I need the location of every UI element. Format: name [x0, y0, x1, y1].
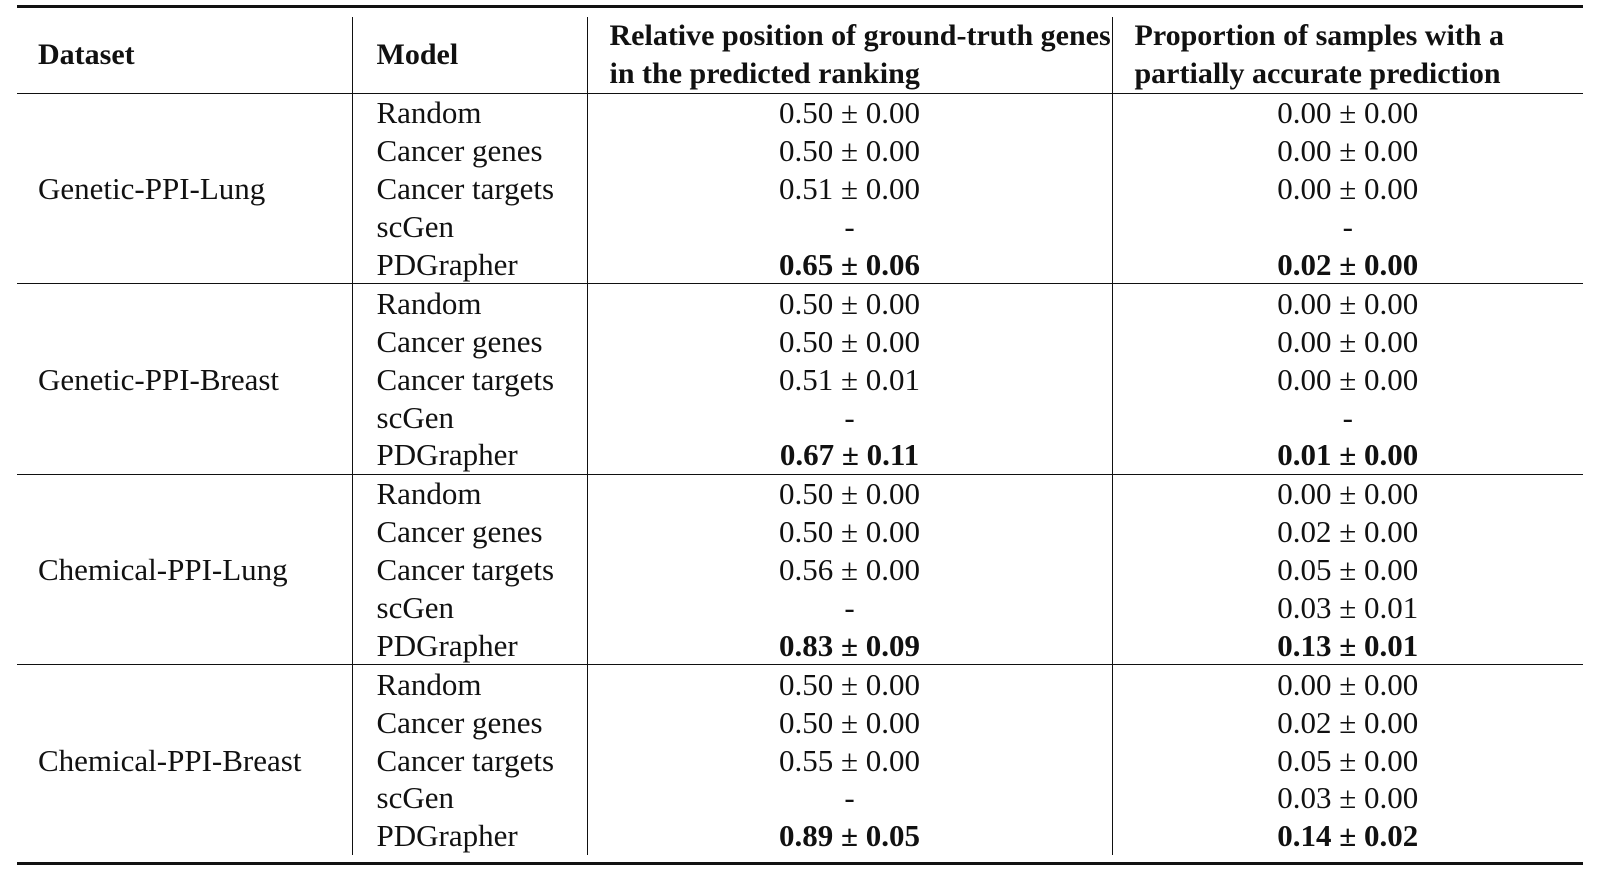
proportion-cell: 0.02 ± 0.00	[1111, 245, 1583, 285]
proportion-cell: 0.05 ± 0.00	[1111, 550, 1583, 589]
relative-position-cell: 0.83 ± 0.09	[586, 626, 1112, 666]
relative-position-cell: 0.50 ± 0.00	[586, 131, 1112, 170]
table-row: PDGrapher 0.83 ± 0.09 0.13 ± 0.01	[17, 626, 1583, 666]
relative-position-cell: 0.50 ± 0.00	[586, 664, 1112, 704]
header-relative-position: Relative position of ground-truth genes …	[586, 17, 1112, 94]
table-row: scGen - -	[17, 207, 1583, 246]
model-cell: Random	[351, 93, 587, 132]
dataset-cell: Chemical-PPI-Breast	[38, 742, 302, 778]
proportion-cell: 0.05 ± 0.00	[1111, 741, 1583, 780]
proportion-cell: 0.02 ± 0.00	[1111, 512, 1583, 551]
table-row: Genetic-PPI-Breast Random 0.50 ± 0.00 0.00 …	[17, 283, 1583, 475]
table-bottom-rule	[17, 862, 1583, 865]
table-body: Genetic-PPI-Lung Random 0.50 ± 0.00 0.00 ± …	[17, 93, 1583, 855]
relative-position-cell: 0.51 ± 0.00	[586, 169, 1112, 208]
proportion-cell: 0.00 ± 0.00	[1111, 169, 1583, 208]
proportion-cell: 0.01 ± 0.00	[1111, 436, 1583, 475]
table-row: scGen -0.03 ± 0.00	[17, 779, 1583, 817]
table-row: PDGrapher 0.89 ± 0.05 0.14 ± 0.02	[17, 816, 1583, 855]
model-cell: Cancer targets	[351, 360, 587, 399]
table-row: Cancer genes 0.50 ± 0.00 0.02 ± 0.00	[17, 512, 1583, 551]
model-cell: Cancer genes	[351, 512, 587, 551]
results-table: Dataset Model Relative position of groun…	[17, 17, 1583, 855]
proportion-cell: 0.00 ± 0.00	[1111, 664, 1583, 704]
relative-position-cell: 0.50 ± 0.00	[586, 512, 1112, 551]
model-cell: Cancer genes	[351, 322, 587, 361]
dataset-cell: Genetic-PPI-Breast	[17, 283, 352, 475]
model-cell: scGen	[351, 779, 587, 817]
proportion-cell: -	[1111, 398, 1583, 437]
model-cell: scGen	[351, 207, 587, 246]
relative-position-cell: 0.67 ± 0.11	[586, 436, 1112, 475]
proportion-cell: 0.00 ± 0.00	[1111, 131, 1583, 170]
relative-position-cell: -	[586, 779, 1112, 817]
relative-position-cell: 0.50 ± 0.00	[586, 283, 1112, 323]
relative-position-cell: 0.56 ± 0.00	[586, 550, 1112, 589]
proportion-cell: 0.00 ± 0.00	[1111, 360, 1583, 399]
model-cell: Random	[351, 664, 587, 704]
table-row: scGen -0.03 ± 0.01	[17, 588, 1583, 627]
header-dataset: Dataset	[17, 17, 352, 94]
relative-position-cell: -	[586, 398, 1112, 437]
model-cell: Cancer genes	[351, 703, 587, 742]
table-row: Cancer genes 0.50 ± 0.00 0.00 ± 0.00	[17, 131, 1583, 170]
relative-position-cell: 0.89 ± 0.05	[586, 816, 1112, 855]
table-row: PDGrapher 0.65 ± 0.06 0.02 ± 0.00	[17, 245, 1583, 285]
model-cell: PDGrapher	[351, 816, 587, 855]
table-row: Cancer targets 0.51 ± 0.01 0.00 ± 0.00	[17, 360, 1583, 399]
model-cell: scGen	[351, 398, 587, 437]
dataset-cell: Genetic-PPI-Lung	[17, 93, 352, 285]
proportion-cell: 0.00 ± 0.00	[1111, 283, 1583, 323]
relative-position-cell: 0.65 ± 0.06	[586, 245, 1112, 285]
relative-position-cell: 0.50 ± 0.00	[586, 93, 1112, 132]
model-cell: PDGrapher	[351, 436, 587, 475]
relative-position-cell: 0.55 ± 0.00	[586, 741, 1112, 780]
model-cell: Cancer targets	[351, 169, 587, 208]
table-row: scGen - -	[17, 398, 1583, 437]
model-cell: Cancer targets	[351, 741, 587, 780]
table-header: Dataset Model Relative position of groun…	[17, 17, 1583, 94]
relative-position-cell: 0.50 ± 0.00	[586, 322, 1112, 361]
table-row: Cancer genes 0.50 ± 0.00 0.00 ± 0.00	[17, 322, 1583, 361]
model-cell: Random	[351, 474, 587, 513]
proportion-cell: -	[1111, 207, 1583, 246]
relative-position-cell: 0.50 ± 0.00	[586, 474, 1112, 513]
table-row: Genetic-PPI-Lung Random 0.50 ± 0.00 0.00 ± …	[17, 93, 1583, 285]
model-cell: Random	[351, 283, 587, 323]
proportion-cell: 0.03 ± 0.00	[1111, 779, 1583, 817]
proportion-cell: 0.13 ± 0.01	[1111, 626, 1583, 666]
relative-position-cell: 0.50 ± 0.00	[586, 703, 1112, 742]
proportion-cell: 0.03 ± 0.01	[1111, 588, 1583, 627]
table-row: Cancer genes 0.50 ± 0.00 0.02 ± 0.00	[17, 703, 1583, 742]
model-cell: PDGrapher	[351, 245, 587, 285]
model-cell: scGen	[351, 588, 587, 627]
proportion-cell: 0.02 ± 0.00	[1111, 703, 1583, 742]
table-row: Chemical-PPI-Breast Random 0.50 ± 0.00 0.00…	[17, 664, 1583, 778]
table-row: Chemical-PPI-Lung Random 0.50 ± 0.00 0.00 ±…	[17, 474, 1583, 666]
proportion-cell: 0.14 ± 0.02	[1111, 816, 1583, 855]
table-top-rule	[17, 5, 1583, 8]
model-cell: Cancer genes	[351, 131, 587, 170]
relative-position-cell: 0.51 ± 0.01	[586, 360, 1112, 399]
dataset-cell: Chemical-PPI-Lung	[17, 474, 352, 666]
table-row: Cancer targets 0.55 ± 0.00 0.05 ± 0.00	[17, 741, 1583, 780]
model-cell: Cancer targets	[351, 550, 587, 589]
proportion-cell: 0.00 ± 0.00	[1111, 322, 1583, 361]
relative-position-cell: -	[586, 588, 1112, 627]
table-row: Cancer targets 0.56 ± 0.00 0.05 ± 0.00	[17, 550, 1583, 589]
proportion-cell: 0.00 ± 0.00	[1111, 474, 1583, 513]
header-model: Model	[351, 17, 587, 94]
table-row: PDGrapher 0.67 ± 0.11 0.01 ± 0.00	[17, 436, 1583, 475]
model-cell: PDGrapher	[351, 626, 587, 666]
proportion-cell: 0.00 ± 0.00	[1111, 93, 1583, 132]
relative-position-cell: -	[586, 207, 1112, 246]
table-row: Cancer targets 0.51 ± 0.00 0.00 ± 0.00	[17, 169, 1583, 208]
header-row: Dataset Model Relative position of groun…	[17, 17, 1583, 94]
header-proportion: Proportion of samples with a partially a…	[1111, 17, 1583, 94]
